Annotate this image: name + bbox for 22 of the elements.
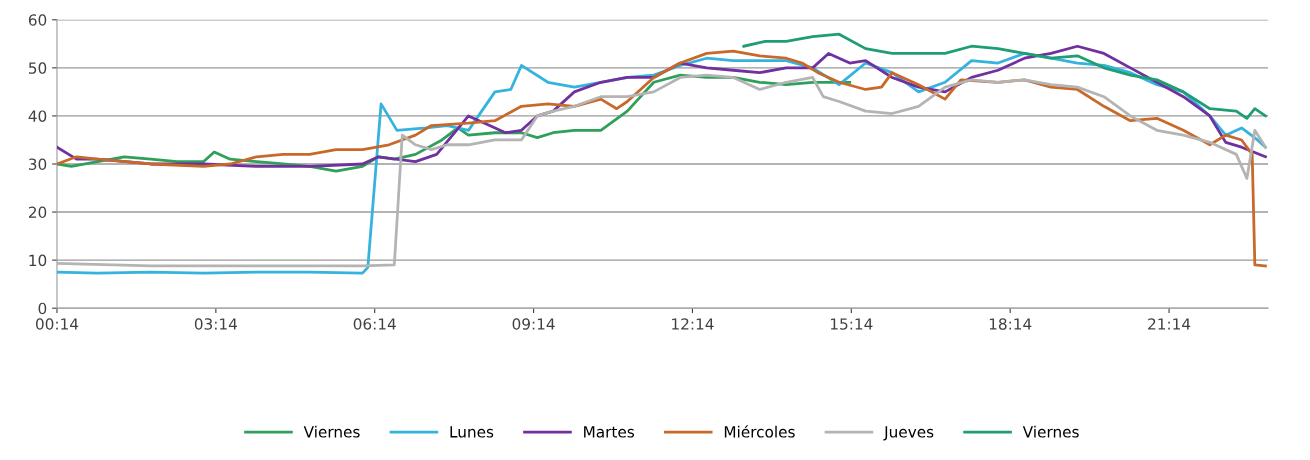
y-tick-label: 40 (28, 110, 47, 122)
x-tick-label: 00:14 (35, 318, 79, 330)
legend-label: Viernes (1022, 425, 1079, 438)
x-tick-label: 21:14 (1148, 318, 1191, 330)
y-tick-label: 50 (29, 62, 47, 74)
legend-label: Viernes (303, 425, 360, 438)
x-tick-label: 09:14 (512, 318, 555, 330)
y-tick-label: 10 (29, 254, 47, 267)
x-tick-label: 06:14 (353, 318, 396, 330)
line-series (742, 32, 1267, 120)
legend-label: Martes (584, 426, 635, 438)
y-tick-label: 0 (38, 302, 47, 315)
x-tick-label: 03:14 (194, 318, 238, 330)
x-tick-label: 15:14 (830, 318, 873, 330)
legend-label: Jueves (883, 426, 934, 441)
legend-label: Lunes (450, 426, 494, 438)
y-tick-label: 30 (28, 158, 47, 171)
legend-label: Miércoles (724, 425, 795, 438)
x-tick-label: 12:14 (672, 318, 714, 330)
y-tick-label: 60 (28, 14, 47, 26)
x-tick-label: 18:14 (989, 318, 1032, 330)
y-tick-label: 20 (28, 206, 47, 219)
